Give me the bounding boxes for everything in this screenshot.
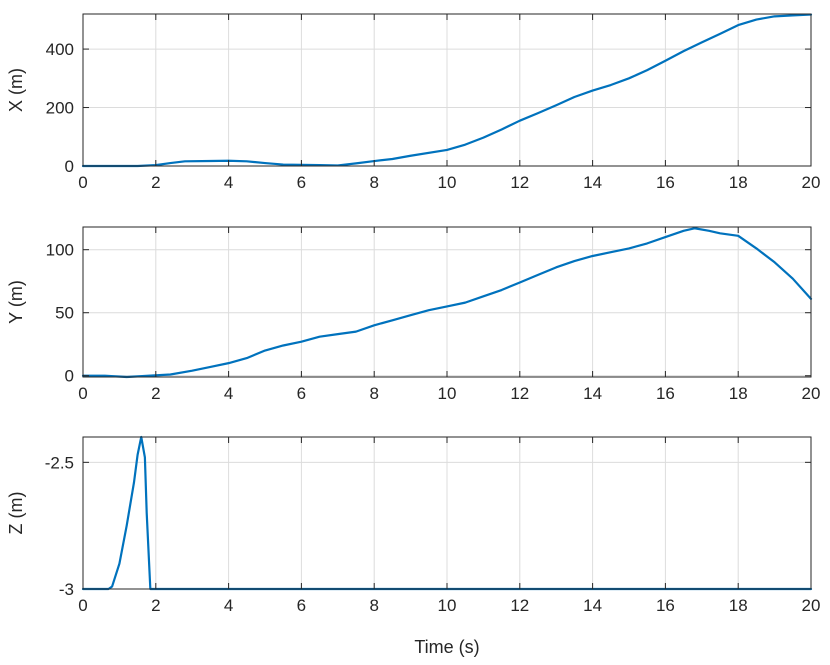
ticks-y: 0 2 4 6 8 10 12 14 16 18 20 0 50 100 (46, 227, 821, 403)
x-tick-label: 2 (151, 173, 160, 192)
x-tick-label: 18 (729, 173, 748, 192)
x-tick-label: 14 (583, 173, 602, 192)
x-tick-label: 18 (729, 596, 748, 615)
x-tick-label: 12 (510, 173, 529, 192)
x-tick-label: 8 (369, 173, 378, 192)
x-tick-label: 14 (583, 384, 602, 403)
ylabel-x: X (m) (6, 68, 26, 112)
series-line-y (81, 227, 813, 379)
y-tick-label: 0 (65, 367, 74, 386)
x-tick-label: 18 (729, 384, 748, 403)
panel-z: 0 2 4 6 8 10 12 14 16 18 20 -3 -2.5 Z (m) Time (s) (6, 435, 821, 657)
y-tick-label: 100 (46, 241, 74, 260)
x-tick-label: 12 (510, 596, 529, 615)
y-tick-label: 400 (46, 40, 74, 59)
x-tick-label: 20 (802, 384, 821, 403)
x-tick-label: 8 (369, 596, 378, 615)
x-tick-label: 20 (802, 173, 821, 192)
x-tick-label: 4 (224, 173, 233, 192)
ylabel-y: Y (m) (6, 280, 26, 324)
grid-y (82, 227, 812, 377)
x-tick-label: 16 (656, 384, 675, 403)
x-tick-label: 20 (802, 596, 821, 615)
grid-x (82, 14, 812, 167)
y-tick-label: 200 (46, 99, 74, 118)
xlabel-time: Time (s) (414, 637, 479, 657)
x-tick-label: 2 (151, 384, 160, 403)
x-tick-label: 12 (510, 384, 529, 403)
x-tick-label: 16 (656, 596, 675, 615)
y-tick-label: 50 (55, 304, 74, 323)
series-line-x (81, 13, 813, 168)
x-tick-label: 10 (438, 596, 457, 615)
x-tick-label: 0 (78, 384, 87, 403)
x-tick-label: 10 (438, 173, 457, 192)
grid-z (82, 437, 812, 590)
panel-y: 0 2 4 6 8 10 12 14 16 18 20 0 50 100 Y (m) (6, 226, 821, 403)
x-tick-label: 6 (297, 596, 306, 615)
x-tick-label: 16 (656, 173, 675, 192)
ticks-z: 0 2 4 6 8 10 12 14 16 18 20 -3 -2.5 (45, 437, 821, 615)
x-tick-label: 4 (224, 596, 233, 615)
x-tick-label: 0 (78, 596, 87, 615)
x-tick-label: 10 (438, 384, 457, 403)
y-tick-label: -3 (59, 580, 74, 599)
y-tick-label: -2.5 (45, 453, 74, 472)
x-tick-label: 6 (297, 384, 306, 403)
x-tick-label: 0 (78, 173, 87, 192)
x-tick-label: 14 (583, 596, 602, 615)
ylabel-z: Z (m) (6, 492, 26, 535)
y-tick-label: 0 (65, 157, 74, 176)
x-tick-label: 8 (369, 384, 378, 403)
x-tick-label: 4 (224, 384, 233, 403)
x-tick-label: 6 (297, 173, 306, 192)
x-tick-label: 2 (151, 596, 160, 615)
